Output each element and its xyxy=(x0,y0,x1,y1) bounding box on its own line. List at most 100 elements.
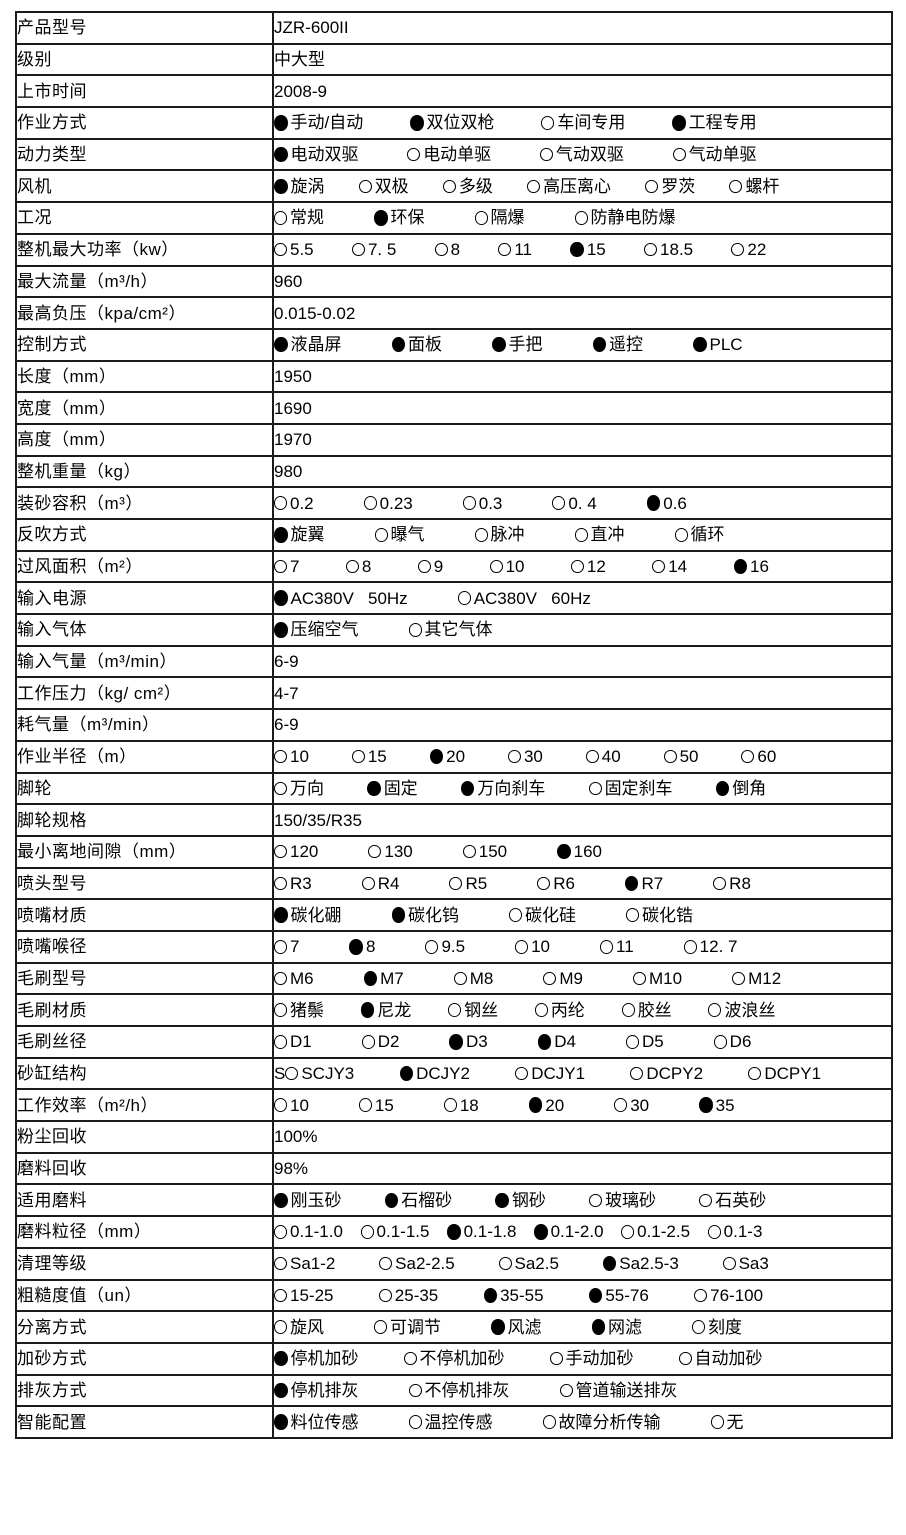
spec-value: 中大型 xyxy=(272,42,893,77)
spec-value: 6-9 xyxy=(272,644,893,679)
option: 10 xyxy=(489,558,525,575)
radio-empty-icon xyxy=(626,908,639,922)
option-label: 50 xyxy=(679,747,699,767)
spec-label: 加砂方式 xyxy=(15,1341,274,1376)
spec-value: R3 R4 R5 R6 R7 R8 xyxy=(272,866,893,901)
option: DCPY1 xyxy=(748,1065,821,1082)
table-row: 喷嘴喉径 7 8 9.5 10 11 12. 7 xyxy=(15,929,893,964)
option-label: 多级 xyxy=(458,176,493,196)
option: D2 xyxy=(361,1033,399,1050)
spec-value: 10 15 18 20 30 35 xyxy=(272,1088,893,1123)
table-row: 喷嘴材质 碳化硼 碳化钨 碳化硅 碳化锆 xyxy=(15,898,893,932)
option-label: 可调节 xyxy=(390,1317,441,1337)
option-group: 压缩空气 其它气体 xyxy=(275,621,890,638)
option: R4 xyxy=(361,875,399,892)
spec-value: 电动双驱 电动单驱 气动双驱 气动单驱 xyxy=(272,137,893,172)
option: 不停机排灰 xyxy=(408,1380,510,1400)
option: 35-55 xyxy=(483,1287,544,1304)
option-label: 面板 xyxy=(408,335,442,355)
option-label: 不停机排灰 xyxy=(424,1380,510,1400)
radio-empty-icon xyxy=(729,179,743,194)
option-label: 直冲 xyxy=(590,525,625,545)
radio-empty-icon xyxy=(741,749,755,764)
option: AC380V 60Hz xyxy=(457,590,591,607)
spec-label: 装砂容积（m³） xyxy=(15,486,274,520)
spec-label: 智能配置 xyxy=(15,1405,274,1439)
option: R5 xyxy=(449,875,487,892)
radio-empty-icon xyxy=(358,1098,372,1112)
spec-value: 1950 xyxy=(272,359,893,394)
radio-empty-icon xyxy=(722,1256,736,1271)
radio-filled-icon xyxy=(275,1192,288,1209)
radio-empty-icon xyxy=(574,528,588,542)
option-label: 碳化锆 xyxy=(642,905,693,925)
option-label: M6 xyxy=(290,968,314,988)
option-label: 钢丝 xyxy=(464,1000,499,1020)
radio-empty-icon xyxy=(275,1003,287,1017)
option-group: 0.1-1.0 0.1-1.5 0.1-1.8 0.1-2.0 0.1-2.5 0.1-3 xyxy=(275,1222,890,1242)
spec-value: 碳化硼 碳化钨 碳化硅 碳化锆 xyxy=(272,898,893,932)
option: M7 xyxy=(363,970,404,987)
spec-value: AC380V 50Hz AC380V 60Hz xyxy=(272,581,893,616)
option-label: 停机排灰 xyxy=(290,1380,359,1400)
option: 刻度 xyxy=(692,1319,742,1336)
option: 0.3 xyxy=(462,493,503,513)
table-row: 动力类型 电动双驱 电动单驱 气动双驱 气动单驱 xyxy=(15,137,893,172)
radio-filled-icon xyxy=(275,178,288,195)
option-label: 0.3 xyxy=(478,493,503,513)
radio-empty-icon xyxy=(363,496,377,510)
option: 直冲 xyxy=(574,525,625,545)
option-label: 气动单驱 xyxy=(688,145,757,165)
option-label: 料位传感 xyxy=(290,1412,359,1432)
radio-filled-icon xyxy=(592,336,606,353)
option-label: Sa2.5-3 xyxy=(619,1254,679,1274)
option-group: 料位传感 温控传感 故障分析传输 无 xyxy=(275,1412,890,1432)
option-label: 20 xyxy=(446,747,466,767)
table-row: 磨料粒径（mm） 0.1-1.0 0.1-1.5 0.1-1.8 0.1-2.0 0.1-… xyxy=(15,1215,893,1249)
option-label: D4 xyxy=(554,1032,576,1052)
spec-value: 7 8 9.5 10 11 12. 7 xyxy=(272,929,893,964)
option-label: M9 xyxy=(559,968,583,988)
radio-empty-icon xyxy=(507,749,521,764)
radio-filled-icon xyxy=(733,558,748,575)
option-label: 不停机加砂 xyxy=(419,1349,505,1369)
option-label: 0.1-1.5 xyxy=(376,1222,430,1242)
table-row: 清理等级 Sa1-2 Sa2-2.5 Sa2.5 Sa2.5-3 Sa3 xyxy=(15,1246,893,1281)
option: 脉冲 xyxy=(474,526,525,543)
option: D4 xyxy=(537,1032,576,1052)
option: 5.5 xyxy=(275,241,314,258)
spec-label: 最大流量（m³/h） xyxy=(15,264,274,299)
option: D6 xyxy=(713,1033,751,1050)
option-label: R5 xyxy=(465,873,488,893)
radio-filled-icon xyxy=(275,1382,288,1399)
option: 无 xyxy=(710,1414,744,1431)
spec-value: D1 D2 D3 D4 D5 D6 xyxy=(272,1025,893,1059)
option-group: 120 130 150 160 xyxy=(275,843,890,860)
table-row: 输入气量（m³/min） 6-9 xyxy=(15,644,893,679)
radio-empty-icon xyxy=(275,1256,287,1271)
radio-empty-icon xyxy=(351,749,365,764)
radio-empty-icon xyxy=(625,1035,639,1049)
radio-empty-icon xyxy=(408,623,422,637)
option: 碳化锆 xyxy=(626,907,693,924)
spec-value: 960 xyxy=(272,264,893,299)
option-label: 常规 xyxy=(290,208,324,228)
spec-label: 毛刷丝径 xyxy=(15,1025,274,1059)
radio-filled-icon xyxy=(672,115,686,131)
option-label: 0.1-1.8 xyxy=(463,1222,517,1242)
option: R7 xyxy=(624,875,663,892)
spec-label: 整机重量（kg） xyxy=(15,454,274,489)
option-label: 15-25 xyxy=(290,1285,334,1305)
option-label: Sa2.5 xyxy=(514,1254,559,1274)
radio-empty-icon xyxy=(498,242,512,257)
radio-empty-icon xyxy=(443,1098,457,1112)
spec-label: 毛刷型号 xyxy=(15,961,274,996)
option-label: 40 xyxy=(601,747,621,767)
option: M6 xyxy=(275,968,314,988)
option: 0.1-2.5 xyxy=(621,1223,690,1240)
spec-value: 4-7 xyxy=(272,676,893,711)
spec-value: 0.2 0.23 0.3 0. 4 0.6 xyxy=(272,486,893,520)
radio-empty-icon xyxy=(678,1351,692,1366)
option-label: 15 xyxy=(374,1095,394,1115)
option: 130 xyxy=(368,843,413,860)
